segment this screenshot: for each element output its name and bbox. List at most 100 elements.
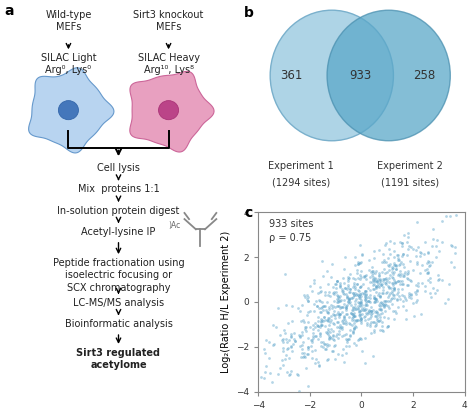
- Point: [269, 322, 276, 328]
- Point: [342, 349, 350, 356]
- Point: [339, 275, 347, 281]
- Point: [358, 302, 365, 308]
- Point: [279, 348, 286, 355]
- Point: [371, 299, 378, 305]
- Point: [349, 311, 356, 317]
- Point: [404, 233, 411, 240]
- Point: [371, 295, 379, 301]
- Point: [318, 258, 326, 264]
- Point: [373, 278, 381, 285]
- Text: In-solution protein digest: In-solution protein digest: [57, 206, 180, 216]
- Point: [372, 313, 380, 319]
- Point: [372, 308, 380, 315]
- Point: [353, 341, 360, 348]
- Point: [281, 330, 288, 337]
- Point: [350, 290, 357, 296]
- Point: [382, 298, 389, 305]
- Point: [310, 277, 318, 284]
- Point: [356, 303, 364, 309]
- Point: [343, 304, 350, 311]
- Point: [333, 319, 341, 325]
- Point: [394, 288, 402, 295]
- Point: [406, 257, 414, 264]
- Point: [406, 277, 414, 283]
- Text: Peptide fractionation using
isoelectric focusing or
SCX chromatography: Peptide fractionation using isoelectric …: [53, 258, 184, 293]
- Point: [337, 324, 344, 331]
- Point: [376, 310, 383, 317]
- Point: [390, 285, 397, 291]
- Point: [304, 383, 311, 390]
- Point: [366, 315, 374, 321]
- Point: [382, 279, 390, 286]
- Point: [337, 324, 345, 330]
- Point: [322, 307, 330, 313]
- Point: [266, 370, 273, 377]
- Point: [343, 343, 350, 350]
- Point: [384, 283, 392, 289]
- Point: [330, 308, 338, 315]
- Point: [320, 303, 328, 310]
- Point: [390, 295, 398, 302]
- Point: [328, 302, 335, 308]
- Point: [345, 299, 352, 305]
- Point: [343, 293, 350, 300]
- Point: [381, 301, 389, 307]
- Point: [342, 285, 349, 291]
- Point: [424, 258, 431, 264]
- Point: [434, 272, 442, 278]
- Point: [371, 281, 378, 288]
- Point: [299, 342, 306, 348]
- Point: [319, 322, 326, 328]
- Point: [401, 269, 409, 275]
- Point: [333, 292, 341, 298]
- Point: [390, 286, 398, 293]
- Point: [317, 305, 325, 312]
- Point: [325, 315, 333, 322]
- Point: [346, 285, 353, 292]
- Point: [334, 297, 342, 303]
- Point: [381, 270, 389, 277]
- Point: [389, 265, 396, 271]
- Point: [345, 278, 352, 284]
- Point: [393, 291, 401, 297]
- Point: [333, 278, 341, 284]
- Point: [412, 253, 419, 259]
- Point: [365, 257, 372, 263]
- Point: [401, 270, 408, 277]
- Point: [396, 296, 404, 302]
- Point: [379, 287, 386, 293]
- Point: [345, 296, 353, 303]
- Point: [338, 288, 346, 294]
- Point: [310, 301, 318, 307]
- Point: [298, 302, 306, 308]
- Point: [344, 336, 352, 343]
- Point: [426, 279, 434, 286]
- Point: [336, 311, 344, 318]
- Point: [385, 267, 392, 273]
- Point: [309, 355, 316, 361]
- Polygon shape: [28, 68, 114, 153]
- Point: [376, 276, 383, 282]
- Point: [297, 354, 304, 360]
- Point: [319, 344, 327, 350]
- Point: [375, 284, 383, 290]
- Point: [287, 343, 294, 350]
- Point: [356, 295, 363, 302]
- Point: [432, 254, 440, 261]
- Point: [284, 345, 292, 351]
- Point: [386, 289, 394, 296]
- Point: [344, 295, 351, 301]
- Point: [416, 270, 423, 276]
- Point: [346, 299, 354, 306]
- Point: [346, 313, 353, 320]
- Polygon shape: [130, 71, 214, 152]
- Point: [382, 242, 389, 248]
- Point: [434, 276, 442, 283]
- Point: [336, 280, 344, 287]
- Point: [396, 239, 404, 246]
- Point: [351, 313, 358, 320]
- Point: [329, 284, 337, 291]
- Text: 933: 933: [349, 69, 371, 82]
- Point: [351, 326, 358, 332]
- Point: [353, 267, 361, 273]
